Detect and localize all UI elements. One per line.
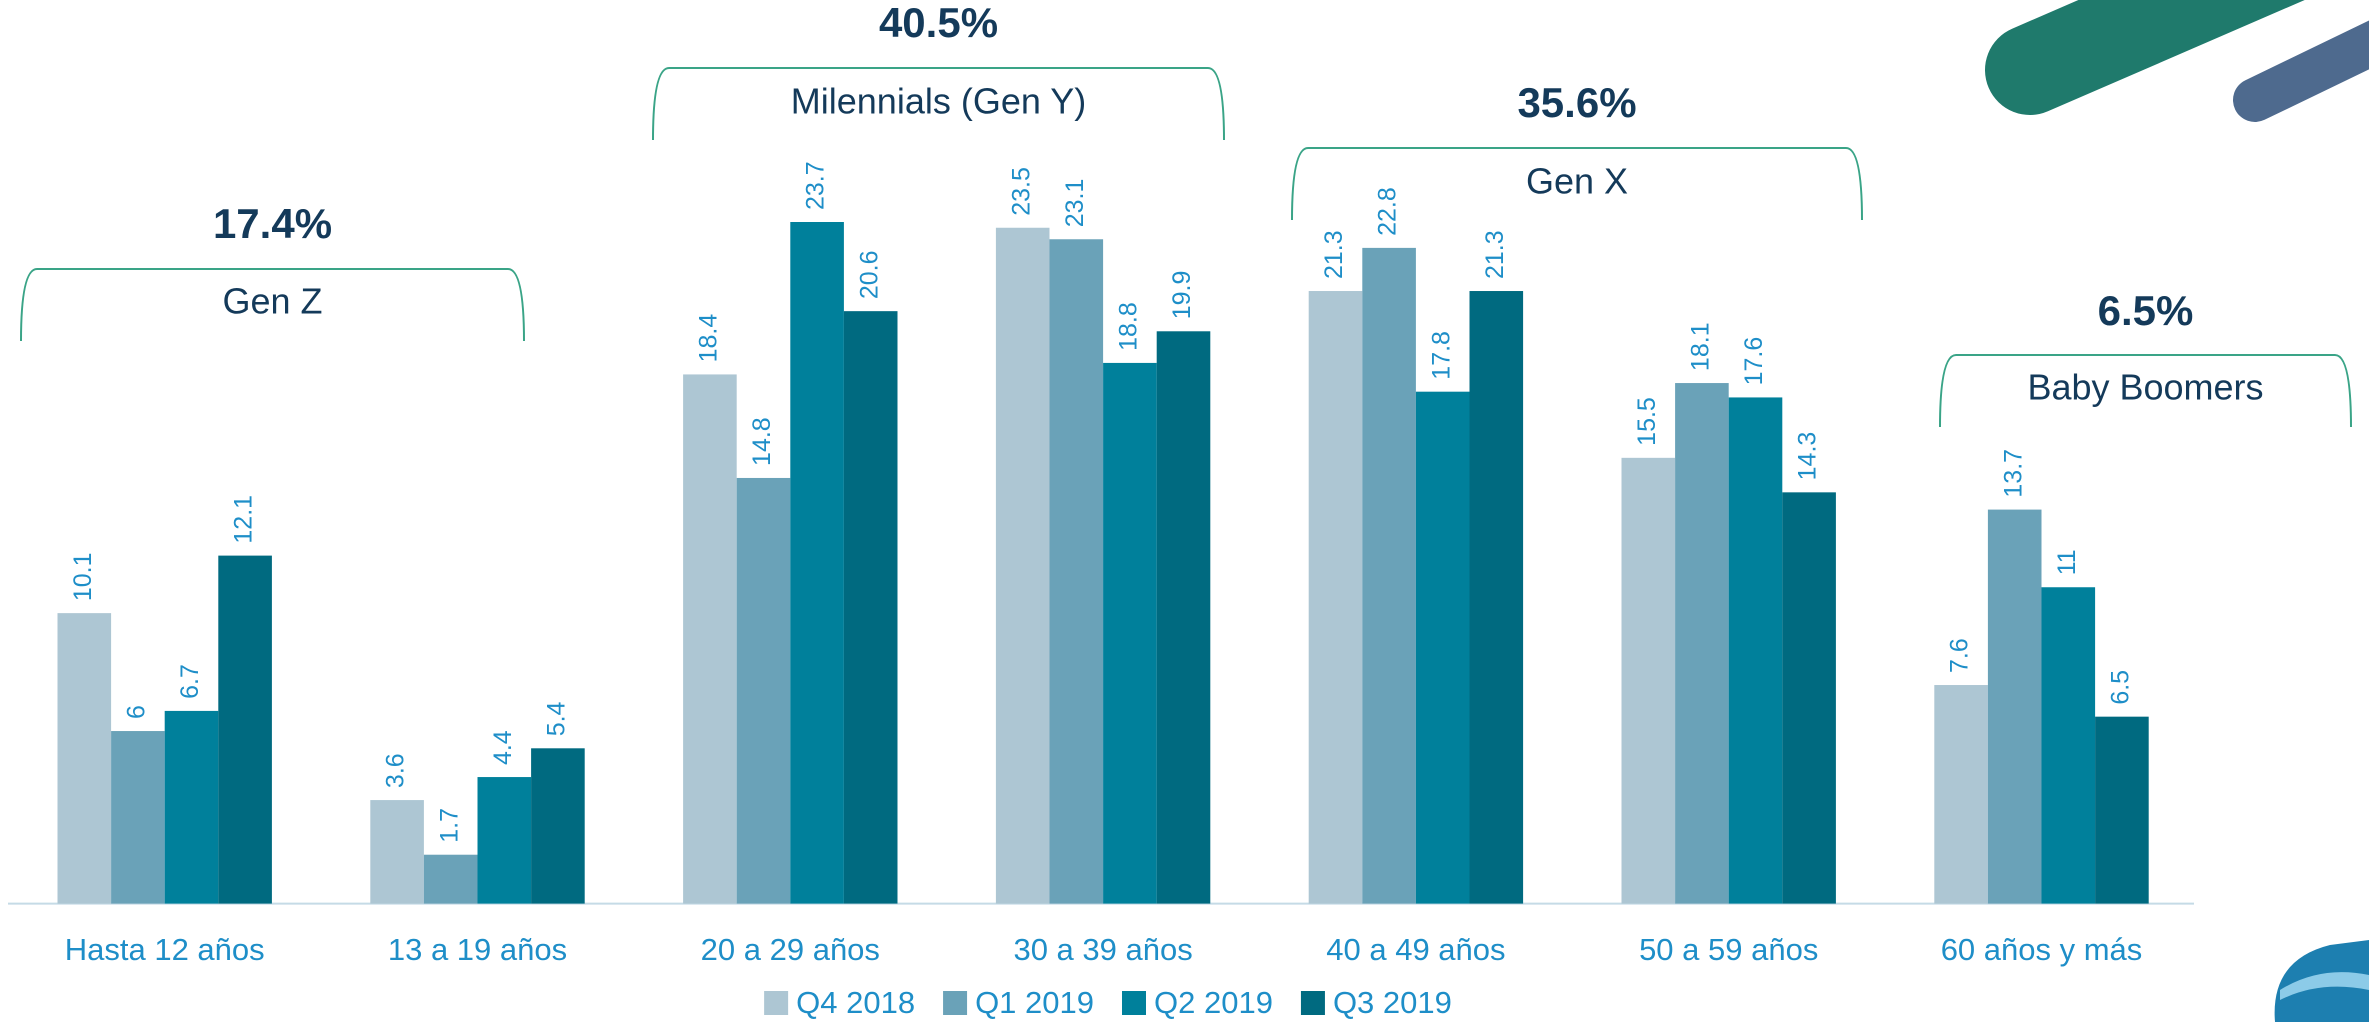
value-label: 6 [123,705,151,719]
value-label: 10.1 [69,552,97,601]
bar [790,222,844,904]
bar [1621,457,1676,904]
x-tick-label: 13 a 19 años [388,932,567,967]
group-name: Milennials (Gen Y) [791,81,1086,122]
bar [843,311,898,904]
value-label: 18.8 [1115,302,1143,351]
group-bracket [20,268,525,342]
legend-label: Q1 2019 [975,985,1094,1020]
value-label: 23.7 [802,161,830,210]
value-label: 17.8 [1427,331,1455,380]
bar [1049,239,1104,904]
bar [1156,331,1211,904]
bar [531,748,585,904]
x-tick-label: 30 a 39 años [1013,932,1192,967]
group-share: 35.6% [1517,79,1636,126]
group-share: 6.5% [2098,287,2194,334]
bar [218,555,272,904]
bar [423,854,478,904]
value-label: 17.6 [1740,337,1768,386]
bar [2095,716,2149,904]
group-bracket [652,67,1225,141]
bar [1934,685,1988,904]
value-label: 23.1 [1061,179,1089,228]
value-label: 3.6 [382,753,410,788]
bar [57,613,112,904]
value-label: 13.7 [1999,449,2027,498]
group-name: Baby Boomers [2027,367,2263,408]
value-label: 21.3 [1481,230,1509,279]
bar [1675,383,1729,904]
group-bracket [1939,354,2352,428]
value-label: 18.1 [1687,322,1715,371]
value-label: 19.9 [1168,271,1196,320]
bar [736,477,791,904]
group-share: 40.5% [879,0,998,46]
legend-swatch [943,991,968,1015]
group-name: Gen X [1526,161,1628,202]
x-tick-label: 60 años y más [1941,932,2143,967]
group-name: Gen Z [222,281,322,322]
bar [1469,291,1524,904]
x-tick-label: Hasta 12 años [65,932,265,967]
bar [1782,492,1836,904]
bar [1362,247,1416,904]
group-bracket [1291,147,1863,221]
value-label: 14.3 [1794,432,1822,481]
value-label: 11 [2053,549,2081,575]
value-label: 6.7 [176,664,204,699]
legend-label: Q2 2019 [1154,985,1273,1020]
bar [111,731,165,904]
bar [370,800,424,904]
decoration [1985,0,2305,115]
legend-swatch [1300,991,1325,1015]
legend-swatch [1122,991,1146,1015]
value-label: 15.5 [1633,397,1661,446]
x-tick-label: 40 a 49 años [1326,932,1505,967]
bar [1308,291,1363,904]
bar [995,227,1050,904]
value-label: 22.8 [1374,187,1402,236]
group-share: 17.4% [213,200,332,247]
legend-label: Q4 2018 [796,985,915,1020]
value-label: 1.7 [435,808,463,843]
logo [2280,972,2369,1000]
value-label: 12.1 [230,495,258,544]
legend-label: Q3 2019 [1333,985,1452,1020]
value-label: 5.4 [543,701,571,736]
x-tick-label: 50 a 59 años [1639,932,1818,967]
x-tick-label: 20 a 29 años [701,932,880,967]
value-label: 6.5 [2107,670,2135,705]
bar [164,710,219,904]
bar [1103,362,1157,904]
bar [683,374,737,904]
value-label: 23.5 [1007,167,1035,216]
value-label: 18.4 [695,314,723,363]
bar [1728,397,1783,904]
decoration [2233,20,2369,122]
value-label: 7.6 [1946,638,1974,673]
value-label: 14.8 [748,417,776,466]
value-label: 4.4 [489,730,517,765]
value-label: 20.6 [855,250,883,299]
legend-swatch [764,991,789,1015]
bar [1987,509,2042,904]
value-label: 21.3 [1320,230,1348,279]
bar [1415,391,1470,904]
bar [477,777,532,904]
bar [2041,587,2096,904]
